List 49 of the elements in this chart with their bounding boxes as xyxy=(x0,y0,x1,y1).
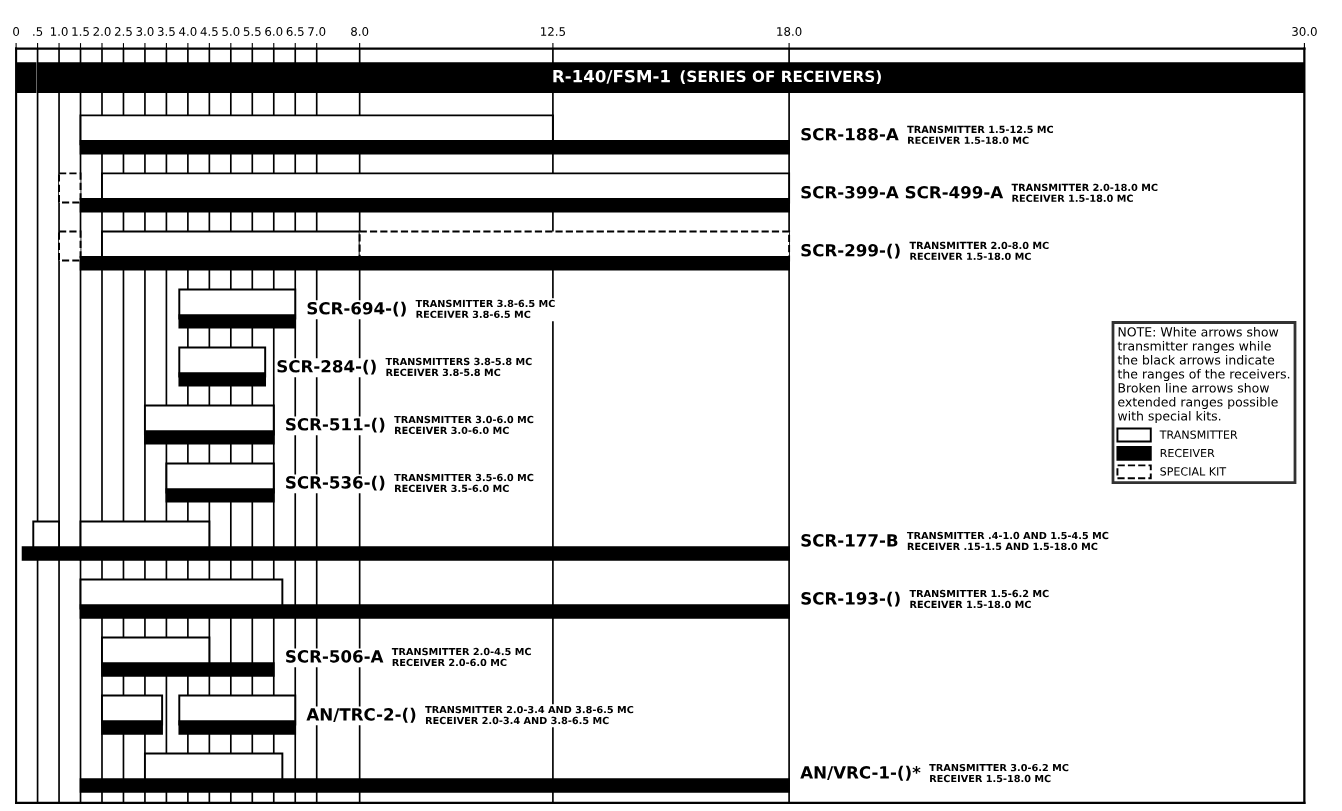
x-tick-label: 3.0 xyxy=(136,27,154,36)
x-tick-label: 1.5 xyxy=(72,27,89,36)
y-tick-label: SCR-188-A xyxy=(801,127,899,141)
y-tick-label: SCR-299-() xyxy=(801,243,900,259)
annotation: TRANSMITTER .4-1.0 AND 1.5-4.5 MC RECEIVER .15-1.5 AND 1.5-18.0 MC xyxy=(906,531,1109,551)
y-tick-label: SCR-193-() xyxy=(801,591,900,607)
y-tick-label: SCR-536-() xyxy=(286,475,385,491)
annotation: TRANSMITTERS 3.8-5.8 MC RECEIVER 3.8-5.8 MC xyxy=(385,357,532,377)
x-tick-label: 5.0 xyxy=(222,27,240,36)
x-tick-label: 1.0 xyxy=(50,27,68,36)
y-tick-label: AN/TRC-2-() xyxy=(306,707,416,723)
legend-label: TRANSMITTER xyxy=(1159,430,1238,439)
annotation: TRANSMITTER 2.0-8.0 MC RECEIVER 1.5-18.0 MC xyxy=(909,241,1049,260)
y-tick-label: SCR-284-() xyxy=(277,359,376,375)
y-tick-label: SCR-506-A xyxy=(286,650,384,663)
annotation: TRANSMITTER 3.5-6.0 MC RECEIVER 3.5-6.0 MC xyxy=(394,473,534,493)
annotation: TRANSMITTER 2.0-3.4 AND 3.8-6.5 MC RECEIVER 2.0-3.4 AND 3.8-6.5 MC xyxy=(425,705,634,725)
x-tick-label: 4.0 xyxy=(179,27,197,36)
x-tick-label: 5.5 xyxy=(243,27,261,36)
x-tick-label: 8.0 xyxy=(351,27,369,36)
x-tick-label: 4.5 xyxy=(200,27,218,36)
x-tick-label: 7.0 xyxy=(308,27,326,36)
annotation: (SERIES OF RECEIVERS) xyxy=(680,70,881,84)
annotation: TRANSMITTER 3.0-6.0 MC RECEIVER 3.0-6.0 MC xyxy=(394,415,534,435)
y-tick-label: R-140/FSM-1 xyxy=(553,69,670,84)
x-tick-label: 0 xyxy=(13,27,20,36)
annotation: TRANSMITTER 3.0-6.2 MC RECEIVER 1.5-18.0 MC xyxy=(929,763,1069,783)
x-tick-label: 6.0 xyxy=(265,27,283,36)
annotation: TRANSMITTER 2.0-4.5 MC RECEIVER 2.0-6.0 MC xyxy=(391,647,531,667)
y-tick-label: SCR-399-A SCR-499-A xyxy=(801,185,1004,199)
x-tick-label: 6.5 xyxy=(286,27,304,36)
legend-label: RECEIVER xyxy=(1160,448,1215,458)
annotation: TRANSMITTER 1.5-12.5 MC RECEIVER 1.5-18.0 MC xyxy=(907,125,1054,144)
x-tick-label: 2.0 xyxy=(93,27,111,36)
x-tick-label: 2.5 xyxy=(114,27,132,36)
x-tick-label: 3.5 xyxy=(157,27,175,36)
y-tick-label: AN/VRC-1-()* xyxy=(800,765,921,781)
annotation: TRANSMITTER 3.8-6.5 MC RECEIVER 3.8-6.5 MC xyxy=(415,299,555,318)
y-tick-label: SCR-177-B xyxy=(801,534,898,547)
x-tick-label: 12.5 xyxy=(541,27,566,36)
legend-label: SPECIAL KIT xyxy=(1160,467,1227,476)
y-tick-label: SCR-511-() xyxy=(286,417,385,433)
annotation: TRANSMITTER 1.5-6.2 MC RECEIVER 1.5-18.0 MC xyxy=(909,589,1049,609)
x-tick-label: 18.0 xyxy=(777,27,802,36)
annotation: TRANSMITTER 2.0-18.0 MC RECEIVER 1.5-18.0 MC xyxy=(1011,183,1158,202)
y-tick-label: SCR-694-() xyxy=(307,301,406,317)
legend-title: NOTE: White arrows show transmitter ranges while the black arrows indicate the ranges of the receivers. Broken line arrows show extended ranges possible with special kits. xyxy=(1117,326,1290,424)
x-tick-label: .5 xyxy=(33,27,43,36)
x-tick-label: 30.0 xyxy=(1292,27,1317,36)
